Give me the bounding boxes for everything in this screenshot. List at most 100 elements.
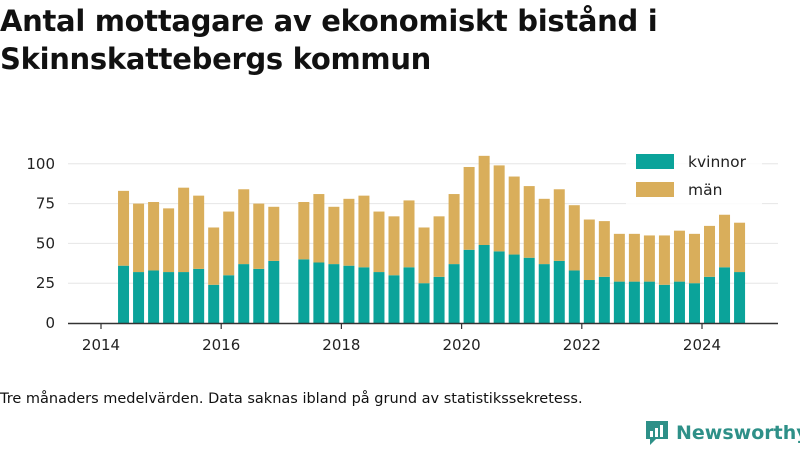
bar-man	[148, 202, 160, 271]
bar-man	[734, 222, 746, 273]
bar-kvinnor	[223, 275, 235, 323]
bar-man	[118, 190, 130, 266]
brand-name: Newsworthy	[676, 422, 800, 444]
bar-man	[223, 211, 235, 276]
bar-kvinnor	[148, 270, 160, 323]
bar-kvinnor	[613, 281, 625, 323]
bar-kvinnor	[704, 276, 716, 323]
legend-swatch-kvinnor	[636, 154, 674, 169]
bar-kvinnor	[463, 249, 475, 323]
bar-man	[268, 206, 280, 261]
bar-man	[598, 221, 610, 277]
bar-kvinnor	[523, 257, 535, 323]
bar-man	[688, 233, 700, 284]
bar-kvinnor	[553, 260, 565, 323]
bar-man	[328, 206, 340, 265]
bar-man	[238, 189, 250, 265]
bar-man	[568, 205, 580, 271]
chart-title: Antal mottagare av ekonomiskt bistånd i …	[0, 4, 658, 76]
stacked-bar-chart: 0 25 50 75 100 2014 2016 2018 2020 2022 2024 kvinno…	[26, 148, 778, 354]
bar-kvinnor	[688, 283, 700, 323]
x-tick-label: 2022	[563, 336, 601, 354]
bar-kvinnor	[238, 264, 250, 323]
bar-kvinnor	[373, 272, 385, 323]
bar-man	[613, 233, 625, 282]
bar-man	[478, 155, 490, 245]
bar-man	[508, 176, 520, 255]
bar-kvinnor	[448, 264, 460, 323]
bar-man	[133, 203, 145, 273]
bar-kvinnor	[343, 265, 355, 323]
bar-kvinnor	[178, 272, 190, 323]
bar-man	[298, 202, 310, 260]
legend-swatch-man	[636, 182, 674, 197]
bar-kvinnor	[673, 281, 685, 323]
bar-man	[583, 219, 595, 281]
y-tick-label: 75	[36, 195, 55, 213]
x-tick-label: 2014	[82, 336, 120, 354]
bar-kvinnor	[193, 268, 205, 323]
bar-man	[193, 195, 205, 269]
x-tick-label: 2024	[683, 336, 721, 354]
chart-caption: Tre månaders medelvärden. Data saknas ib…	[0, 391, 583, 407]
bar-kvinnor	[268, 260, 280, 323]
bar-man	[178, 187, 190, 273]
y-tick-label: 0	[45, 314, 55, 332]
bar-kvinnor	[568, 270, 580, 323]
y-tick-label: 100	[26, 155, 55, 173]
bar-kvinnor	[658, 284, 670, 323]
brand-logo[interactable]: Newsworthy	[644, 419, 800, 447]
bar-man	[388, 216, 400, 276]
bar-kvinnor	[403, 267, 415, 323]
bar-man	[553, 189, 565, 261]
bar-man	[373, 211, 385, 273]
bar-man	[163, 208, 175, 273]
legend-label-man: män	[688, 181, 722, 199]
bar-man	[433, 216, 445, 277]
bar-kvinnor	[163, 272, 175, 323]
bar-kvinnor	[628, 281, 640, 323]
bar-man	[523, 186, 535, 258]
bar-man	[313, 194, 325, 263]
bar-kvinnor	[538, 264, 550, 323]
x-tick-label: 2016	[202, 336, 240, 354]
bar-kvinnor	[328, 264, 340, 323]
bar-man	[628, 233, 640, 282]
bar-kvinnor	[298, 259, 310, 323]
bar-man	[208, 227, 220, 285]
bar-kvinnor	[418, 283, 430, 323]
y-tick-label: 50	[36, 234, 55, 252]
bar-man	[418, 227, 430, 284]
bar-kvinnor	[583, 280, 595, 323]
bar-man	[463, 166, 475, 250]
bar-kvinnor	[313, 262, 325, 323]
bar-kvinnor	[493, 251, 505, 323]
bar-man	[704, 225, 716, 277]
bar-kvinnor	[598, 276, 610, 323]
bar-kvinnor	[253, 268, 265, 323]
x-tick-label: 2020	[443, 336, 481, 354]
bar-kvinnor	[433, 276, 445, 323]
bar-man	[673, 230, 685, 282]
bar-man	[538, 198, 550, 265]
bar-kvinnor	[734, 272, 746, 323]
legend-label-kvinnor: kvinnor	[688, 153, 747, 171]
bar-man	[403, 200, 415, 268]
bar-kvinnor	[388, 275, 400, 323]
bar-man	[643, 235, 655, 282]
bar-kvinnor	[478, 244, 490, 323]
bar-man	[719, 214, 731, 268]
bar-man	[448, 194, 460, 265]
bar-kvinnor	[719, 267, 731, 323]
bar-man	[493, 165, 505, 252]
bar-kvinnor	[118, 265, 130, 323]
bar-man	[658, 235, 670, 285]
x-tick-label: 2018	[322, 336, 360, 354]
bar-kvinnor	[643, 281, 655, 323]
bar-kvinnor	[508, 254, 520, 323]
bar-man	[253, 203, 265, 269]
y-tick-label: 25	[36, 274, 55, 292]
bar-kvinnor	[358, 267, 370, 323]
bar-kvinnor	[208, 284, 220, 323]
bar-kvinnor	[133, 272, 145, 323]
